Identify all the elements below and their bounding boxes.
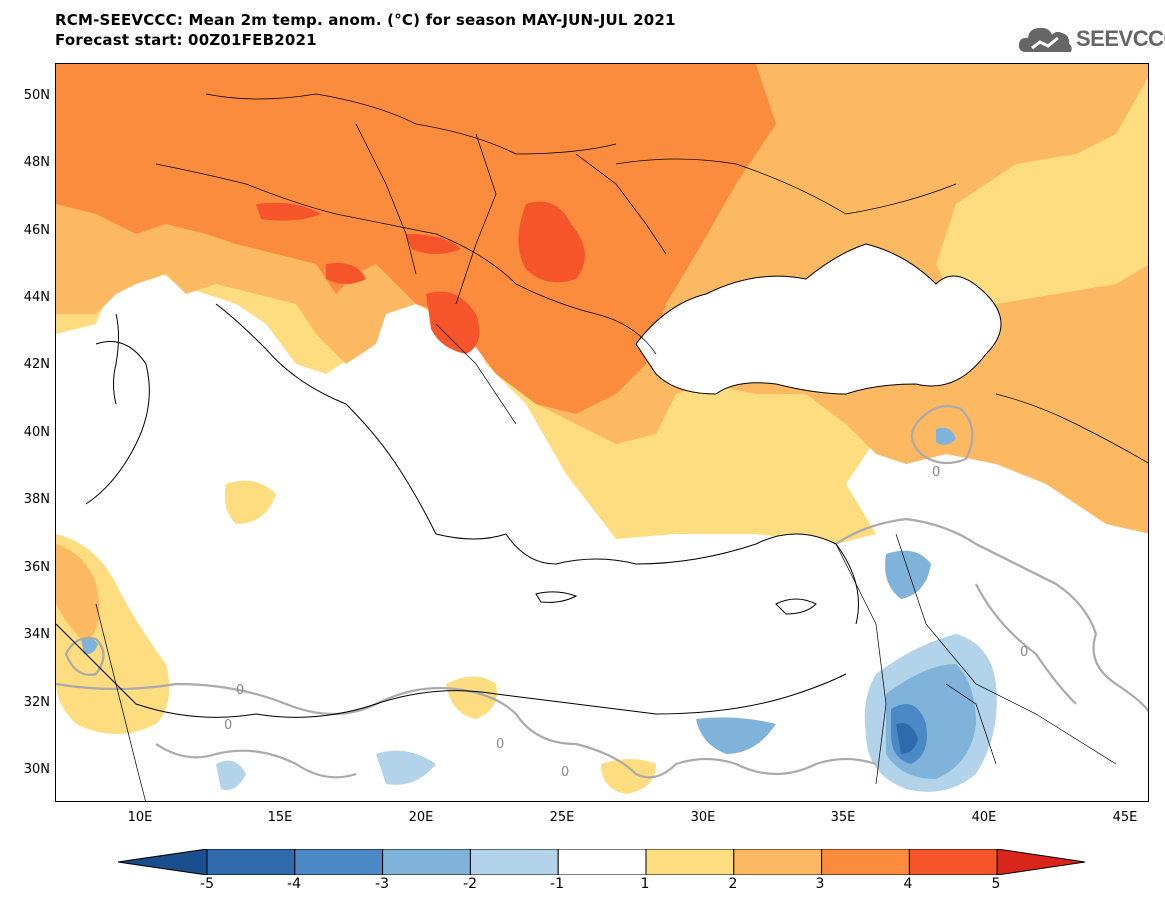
colorbar-label: 4 [903,876,913,892]
lat-label: 50N [23,88,50,103]
colorbar-segment [821,849,910,875]
anomaly-spot-4-5 [518,201,585,283]
sea-area [636,244,1001,394]
anomaly-region-neg-1-2 [696,717,776,754]
lat-label: 36N [23,560,50,575]
colorbar-label: 2 [728,876,738,892]
colorbar-segment [557,849,647,875]
lat-label: 42N [23,357,50,372]
anomaly-region-1-2 [601,759,656,794]
colorbar-segment [469,849,559,875]
colorbar [118,849,1086,875]
map-title: RCM-SEEVCCC: Mean 2m temp. anom. (°C) fo… [55,11,676,29]
colorbar-label: -1 [550,876,564,892]
lat-label: 46N [23,223,50,238]
seevccc-logo: SEEVCCC [1018,22,1165,56]
lon-label: 10E [127,810,153,825]
lon-label: 40E [971,810,997,825]
lon-label: 30E [690,810,716,825]
anomaly-spot-4-5 [326,263,366,284]
contour-label: 0 [561,765,569,780]
logo-text: SEEVCCC [1076,26,1165,51]
anomaly-region-neg-1-2 [216,760,246,790]
contour-label: 0 [932,465,940,480]
lat-label: 32N [23,695,50,710]
lat-label: 38N [23,492,50,507]
lat-label: 44N [23,290,50,305]
colorbar-label: -4 [287,876,301,892]
anomaly-field: 0 0 0 0 0 0 [56,64,1148,801]
colorbar-label: 5 [991,876,1001,892]
colorbar-segment [733,849,823,875]
colorbar-label: 1 [640,876,650,892]
lat-label: 30N [23,762,50,777]
lon-label: 25E [549,810,575,825]
contour-label: 0 [496,737,504,752]
anomaly-region-neg-1-2 [936,427,956,445]
lon-label: 45E [1112,810,1138,825]
anomaly-spot-4-5 [426,291,480,354]
country-borders [95,93,1148,801]
colorbar-segment [996,849,1086,875]
anomaly-region-1-2 [446,676,497,719]
lat-label: 40N [23,425,50,440]
lat-label: 48N [23,155,50,170]
lon-label: 15E [267,810,293,825]
anomaly-spot-4-5 [406,234,461,254]
sea-area [143,304,859,732]
sea-area [56,341,150,507]
anomaly-region-neg-1-2 [885,550,931,599]
contour-label: 0 [224,718,232,733]
zero-contours [56,405,1148,779]
contour-label: 0 [1020,645,1028,660]
anomaly-spot-4-5 [256,202,321,221]
colorbar-segment [645,849,735,875]
colorbar-segment [908,849,998,875]
lon-label: 35E [830,810,856,825]
colorbar-segment [206,849,296,875]
anomaly-region-neg-4-5 [896,723,918,754]
colorbar-label: -3 [375,876,389,892]
colorbar-segment [118,849,208,875]
anomaly-region-1-2 [224,480,276,524]
anomaly-region-neg-1-2 [81,637,98,655]
coastlines [56,243,1002,718]
lon-label: 20E [408,810,434,825]
colorbar-label: -5 [200,876,214,892]
lat-label: 34N [23,627,50,642]
colorbar-segment [294,849,384,875]
anomaly-region-neg-1-2 [376,750,436,785]
forecast-start-label: Forecast start: 00Z01FEB2021 [55,31,317,49]
colorbar-label: -2 [463,876,477,892]
colorbar-label: 3 [815,876,825,892]
anomaly-region-2-3 [56,544,100,644]
contour-label: 0 [236,683,244,698]
anomaly-map: 0 0 0 0 0 0 [55,63,1149,802]
cloud-icon [1018,27,1072,52]
colorbar-segment [382,849,471,875]
